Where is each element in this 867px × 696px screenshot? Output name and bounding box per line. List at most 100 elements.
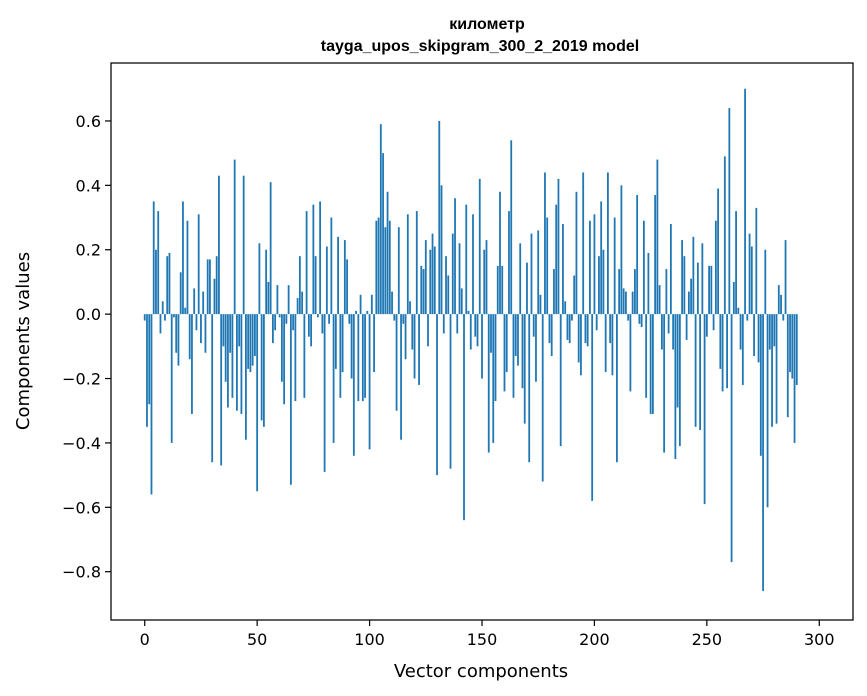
bar-component-253 — [712, 314, 715, 331]
bar-component-93 — [352, 314, 355, 456]
chart-title: километр — [449, 16, 525, 33]
bar-component-222 — [642, 220, 645, 315]
bar-component-46 — [247, 314, 250, 369]
bar-component-61 — [280, 314, 283, 382]
bar-component-252 — [710, 265, 713, 315]
bar-component-285 — [784, 240, 787, 315]
bar-component-239 — [681, 240, 684, 315]
bar-component-221 — [640, 314, 643, 328]
bar-component-38 — [229, 314, 232, 353]
bars-group — [143, 88, 798, 592]
y-tick-label: 0.4 — [76, 176, 101, 195]
bar-component-113 — [397, 227, 400, 315]
bar-component-290 — [795, 314, 798, 385]
bar-component-240 — [683, 256, 686, 315]
bar-component-55 — [267, 281, 270, 315]
bar-component-94 — [355, 310, 357, 315]
bar-component-134 — [445, 256, 447, 315]
bar-component-98 — [364, 314, 366, 398]
bar-component-119 — [411, 314, 414, 350]
bar-component-91 — [348, 314, 351, 324]
bar-component-52 — [260, 314, 263, 421]
bar-component-200 — [593, 214, 596, 315]
bar-component-121 — [415, 211, 418, 315]
bar-component-101 — [370, 294, 373, 315]
bar-component-144 — [467, 310, 470, 315]
bar-component-66 — [292, 314, 295, 331]
bar-component-177 — [541, 314, 544, 482]
bar-component-12 — [170, 314, 173, 443]
bar-component-215 — [627, 314, 630, 321]
bar-component-202 — [598, 256, 600, 315]
bar-component-124 — [422, 269, 425, 315]
bar-component-182 — [553, 269, 555, 315]
bar-component-149 — [478, 178, 481, 315]
y-tick-label: −0.2 — [62, 370, 101, 389]
bar-component-145 — [469, 314, 472, 350]
y-tick-label: −0.6 — [62, 498, 101, 517]
bar-component-135 — [447, 275, 450, 315]
y-tick-label: 0.0 — [76, 305, 101, 324]
bar-component-259 — [726, 314, 728, 389]
bar-component-257 — [721, 314, 724, 392]
bar-component-133 — [442, 314, 445, 334]
bar-component-77 — [316, 314, 319, 318]
bar-component-92 — [350, 314, 353, 379]
bar-component-18 — [184, 307, 187, 315]
bar-component-216 — [629, 314, 632, 392]
bar-component-32 — [215, 256, 218, 315]
bar-component-79 — [321, 314, 324, 334]
bar-component-15 — [177, 314, 180, 366]
bar-component-205 — [604, 314, 607, 373]
bar-component-236 — [674, 314, 677, 460]
bar-component-270 — [750, 246, 753, 315]
bar-component-172 — [530, 233, 533, 315]
y-axis-label: Components values — [13, 252, 34, 430]
bar-component-154 — [490, 314, 492, 353]
bar-component-82 — [328, 314, 331, 324]
bar-component-99 — [366, 310, 369, 315]
bar-component-43 — [240, 314, 243, 414]
bar-component-151 — [483, 249, 486, 315]
bar-component-241 — [685, 314, 688, 340]
bar-component-246 — [696, 262, 699, 315]
bar-component-44 — [242, 175, 245, 315]
bar-component-214 — [625, 291, 627, 315]
bar-component-143 — [465, 204, 468, 315]
bar-component-111 — [393, 314, 396, 321]
bar-component-248 — [701, 243, 704, 315]
bar-component-193 — [577, 314, 580, 363]
bar-component-42 — [238, 314, 241, 347]
bar-component-232 — [665, 269, 668, 315]
bar-component-158 — [499, 191, 501, 315]
bar-component-59 — [276, 285, 279, 315]
x-tick-label: 0 — [140, 630, 150, 649]
bar-component-50 — [256, 314, 259, 492]
bar-component-146 — [472, 214, 474, 315]
bar-component-106 — [382, 153, 384, 315]
bar-component-127 — [429, 249, 432, 315]
bar-component-185 — [559, 314, 562, 447]
bar-component-281 — [775, 314, 778, 424]
bar-component-56 — [269, 182, 272, 315]
bar-component-173 — [532, 314, 535, 337]
bar-component-268 — [746, 314, 749, 321]
bar-component-219 — [636, 195, 639, 315]
bar-component-244 — [692, 236, 695, 315]
bar-component-152 — [485, 240, 488, 315]
bar-component-129 — [433, 246, 436, 315]
bar-component-58 — [274, 314, 277, 331]
bar-component-274 — [759, 314, 762, 456]
bar-component-242 — [687, 291, 690, 315]
bar-component-54 — [265, 249, 268, 315]
bar-component-277 — [766, 314, 769, 508]
bar-component-141 — [460, 288, 463, 315]
bar-component-41 — [236, 314, 238, 411]
bar-component-269 — [748, 233, 751, 315]
bar-component-255 — [717, 188, 719, 315]
bar-component-128 — [431, 233, 434, 315]
bar-component-8 — [161, 301, 164, 315]
bar-component-263 — [735, 211, 737, 315]
y-tick-label: −0.8 — [62, 563, 101, 582]
bar-component-260 — [728, 108, 731, 315]
